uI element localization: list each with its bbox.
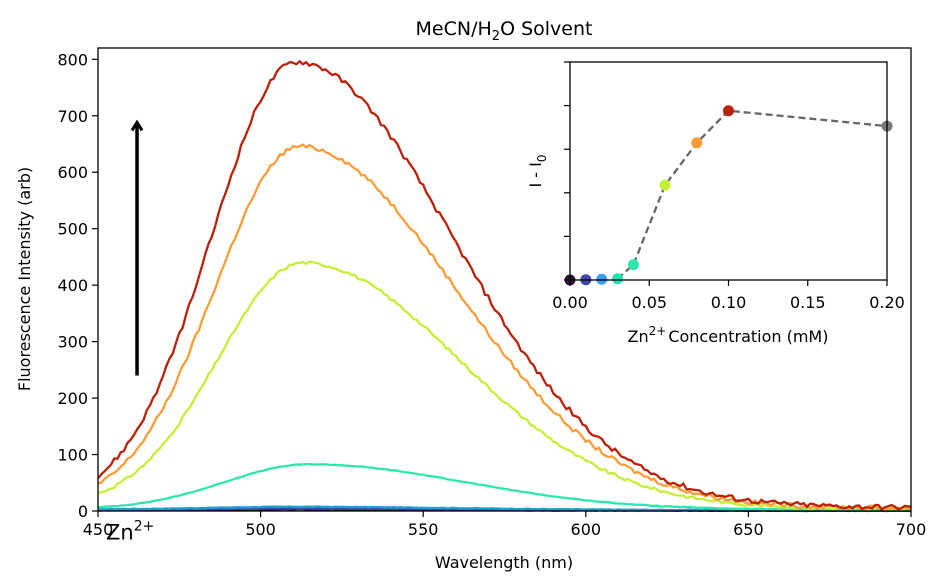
inset-data-point (723, 105, 734, 117)
inset-x-tick-label: 0.05 (631, 293, 667, 312)
inset-x-axis-title: Zn2+ Concentration (mM) (628, 324, 829, 346)
main-y-tick-label: 500 (57, 220, 88, 239)
inset-data-point (596, 273, 608, 285)
inset-data-point (659, 179, 671, 191)
main-chart: Zn2+ 450 500 550 600 650 700 0 100 200 300 400 500 6… (15, 47, 926, 572)
zn-annotation: Zn2+ (106, 119, 154, 544)
main-y-tick-label: 0 (78, 502, 88, 521)
inset-background (570, 62, 887, 280)
main-series-line (97, 260, 912, 512)
main-y-tick-label: 700 (57, 107, 88, 126)
main-ticks: 450 500 550 600 650 700 0 100 200 300 400 500 600 700… (57, 50, 926, 539)
inset-x-tick-label: 0.20 (869, 293, 905, 312)
inset-x-tick-label: 0.00 (552, 293, 588, 312)
inset-series-group (564, 105, 893, 286)
inset-chart: 0.00 0.05 0.10 0.15 0.20 Zn2+ Concentration (… (526, 61, 905, 346)
zn-label: Zn2+ (106, 518, 154, 544)
inset-data-point (627, 259, 639, 271)
main-series-line (97, 59, 912, 512)
main-y-tick-label: 100 (57, 446, 88, 465)
main-x-tick-label: 700 (896, 520, 927, 539)
zn-arrow-head (130, 119, 144, 132)
main-x-tick-label: 550 (408, 520, 439, 539)
main-y-tick-label: 600 (57, 163, 88, 182)
inset-ticks: 0.00 0.05 0.10 0.15 0.20 (552, 61, 905, 312)
chart-title: MeCN/H2O Solvent (416, 18, 593, 44)
main-x-tick-label: 650 (733, 520, 764, 539)
main-x-tick-label: 500 (245, 520, 276, 539)
main-y-tick-label: 200 (57, 389, 88, 408)
main-x-tick-label: 600 (571, 520, 602, 539)
main-plot-frame (97, 47, 912, 512)
inset-data-point (691, 137, 703, 149)
main-y-axis-title: Fluorescence Intensity (arb) (15, 167, 34, 391)
main-y-tick-label: 800 (57, 50, 88, 69)
inset-x-tick-label: 0.15 (790, 293, 826, 312)
main-y-tick-label: 300 (57, 333, 88, 352)
main-series-line (97, 462, 912, 512)
main-x-axis-title: Wavelength (nm) (435, 553, 573, 572)
inset-plot-frame (569, 61, 888, 281)
main-x-tick-label: 450 (83, 520, 114, 539)
inset-x-tick-label: 0.10 (711, 293, 747, 312)
main-y-tick-label: 400 (57, 276, 88, 295)
inset-data-point (612, 273, 624, 285)
inset-y-axis-title: I - I0 (526, 154, 549, 187)
